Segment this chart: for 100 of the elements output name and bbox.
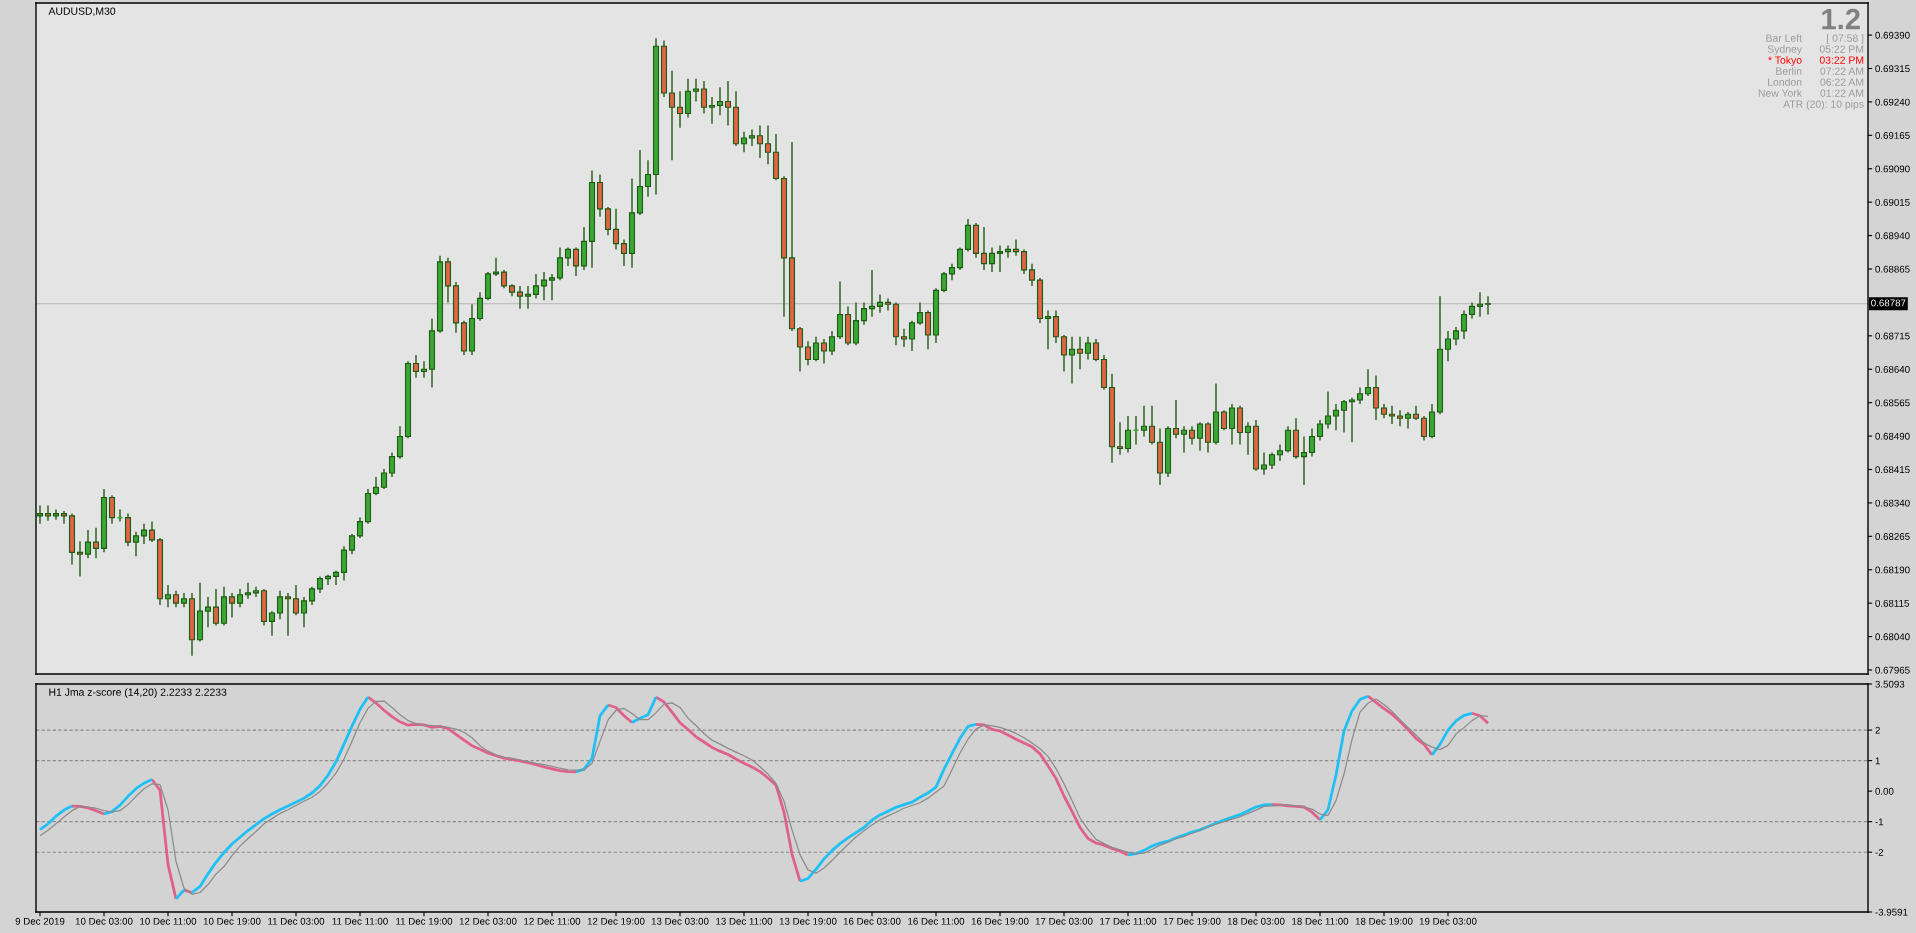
candlestick xyxy=(212,588,220,627)
candlestick xyxy=(612,208,620,251)
x-tick-label: 9 Dec 2019 xyxy=(15,917,65,925)
x-tick-label: 17 Dec 19:00 xyxy=(1163,917,1221,925)
candlestick xyxy=(164,584,172,608)
candlestick xyxy=(564,246,572,267)
x-tick-label: 16 Dec 11:00 xyxy=(908,917,965,925)
candlestick xyxy=(604,206,612,236)
y-tick-label: -3.9591 xyxy=(1875,908,1908,916)
candlestick xyxy=(1316,419,1324,442)
candlestick xyxy=(1076,336,1084,370)
x-tick-label: 11 Dec 19:00 xyxy=(396,917,453,925)
candlestick xyxy=(244,581,252,600)
candlestick xyxy=(268,610,276,637)
candlestick xyxy=(748,128,756,147)
y-tick-label: 0.68940 xyxy=(1875,232,1910,240)
x-tick-label: 13 Dec 11:00 xyxy=(716,917,773,925)
x-tick-label: 10 Dec 19:00 xyxy=(203,917,261,925)
ref-line-label: 0.68787 xyxy=(1871,299,1906,307)
candlestick xyxy=(836,280,844,340)
candlestick xyxy=(60,510,68,525)
candlestick xyxy=(572,246,580,277)
annotation: * Tokyo xyxy=(1768,56,1802,66)
candlestick xyxy=(52,508,60,521)
candlestick xyxy=(1060,334,1068,373)
y-tick-label: 0.68640 xyxy=(1875,365,1910,373)
candlestick xyxy=(76,540,84,578)
candlestick xyxy=(996,244,1004,273)
candlestick xyxy=(1020,248,1028,275)
candlestick xyxy=(1148,405,1156,446)
candlestick xyxy=(756,124,764,159)
candlestick xyxy=(92,527,100,559)
candlestick xyxy=(908,319,916,352)
annotation: 06:22 AM xyxy=(1820,78,1864,86)
x-tick-label: 10 Dec 11:00 xyxy=(140,917,197,925)
candlestick xyxy=(292,584,300,616)
candlestick xyxy=(540,271,548,301)
annotation: 01:22 AM xyxy=(1820,89,1864,97)
candlestick xyxy=(1204,421,1212,454)
candlestick xyxy=(108,494,116,525)
candlestick xyxy=(1124,415,1132,454)
candlestick xyxy=(1044,309,1052,350)
candlestick xyxy=(324,573,332,586)
candlestick xyxy=(980,226,988,271)
candlestick xyxy=(236,588,244,608)
candlestick xyxy=(356,516,364,539)
candlestick xyxy=(676,90,684,129)
annotation: New York xyxy=(1758,89,1803,97)
candlestick xyxy=(956,246,964,271)
candlestick xyxy=(1084,336,1092,361)
candlestick xyxy=(700,80,708,115)
candlestick xyxy=(716,86,724,116)
candlestick xyxy=(668,70,676,161)
candlestick xyxy=(1332,403,1340,431)
y-tick-label: 0.68415 xyxy=(1875,466,1910,474)
y-tick-label: 0.69240 xyxy=(1875,98,1910,106)
candlestick xyxy=(828,330,836,356)
annotation: 05:22 PM xyxy=(1819,45,1864,53)
candlestick xyxy=(492,257,500,277)
candlestick xyxy=(1484,295,1492,316)
candlestick xyxy=(804,340,812,366)
candlestick xyxy=(1004,244,1012,259)
annotation: Sydney xyxy=(1767,45,1802,55)
candlestick xyxy=(684,78,692,119)
candlestick xyxy=(1220,409,1228,431)
y-tick-label: 0.00 xyxy=(1875,787,1894,795)
candlestick xyxy=(308,585,316,606)
candlestick xyxy=(852,301,860,346)
candlestick xyxy=(1476,291,1484,318)
candlestick xyxy=(1340,399,1348,434)
x-tick-label: 12 Dec 11:00 xyxy=(524,917,581,925)
candlestick xyxy=(284,592,292,637)
candlestick xyxy=(900,328,908,348)
candlestick xyxy=(1244,421,1252,456)
candlestick xyxy=(388,451,396,478)
candlestick xyxy=(1348,397,1356,444)
candlestick xyxy=(988,246,996,273)
candlestick xyxy=(620,238,628,267)
candlestick xyxy=(1276,443,1284,462)
annotation: Bar Left xyxy=(1766,34,1802,42)
candlestick xyxy=(1172,399,1180,439)
candlestick xyxy=(1028,262,1036,287)
candlestick xyxy=(1396,409,1404,427)
candlestick xyxy=(1188,425,1196,446)
candlestick xyxy=(148,520,156,543)
y-tick-label: 0.69015 xyxy=(1875,198,1910,206)
candlestick xyxy=(372,476,380,497)
candlestick xyxy=(1052,309,1060,344)
x-tick-label: 13 Dec 19:00 xyxy=(779,917,837,925)
candlestick xyxy=(1092,338,1100,362)
candlestick xyxy=(132,531,140,558)
annotation: London xyxy=(1768,78,1802,86)
candlestick xyxy=(1372,374,1380,421)
candlestick xyxy=(764,124,772,165)
chart-title: AUDUSD,M30 xyxy=(48,7,116,17)
candlestick xyxy=(1140,405,1148,438)
candlestick xyxy=(1444,330,1452,362)
x-tick-label: 10 Dec 03:00 xyxy=(75,917,133,925)
y-tick-label: 0.68490 xyxy=(1875,432,1910,440)
x-tick-label: 17 Dec 11:00 xyxy=(1100,917,1157,925)
